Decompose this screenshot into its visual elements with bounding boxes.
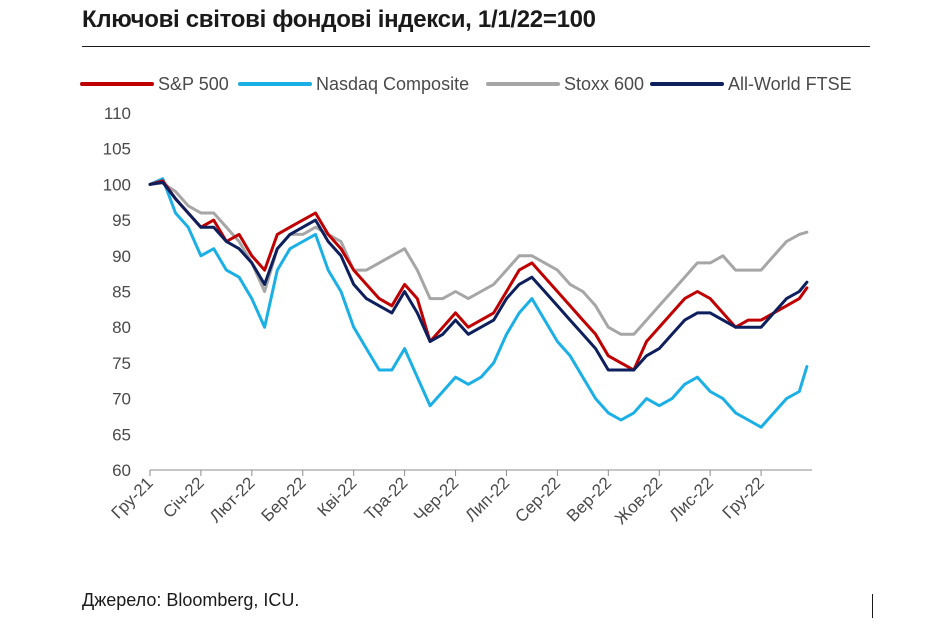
source-note: Джерело: Bloomberg, ICU. <box>82 590 300 610</box>
y-tick-label-110: 110 <box>104 104 131 123</box>
series-line-stoxx-600 <box>148 181 809 336</box>
y-tick-label-85: 85 <box>112 283 131 302</box>
x-tick-label-5: Тра-22 <box>361 473 412 524</box>
series-line-nasdaq-composite <box>148 177 809 429</box>
x-tick-label-2: Лют-22 <box>206 473 259 526</box>
x-tick-label-4: Кві-22 <box>314 473 361 520</box>
legend-label-stoxx-600: Stoxx 600 <box>564 74 644 94</box>
x-tick-label-10: Жов-22 <box>611 473 666 528</box>
y-tick-label-95: 95 <box>112 211 131 230</box>
legend-label-s-p-500: S&P 500 <box>158 74 229 94</box>
x-tick-label-8: Сер-22 <box>511 473 564 526</box>
y-tick-label-105: 105 <box>103 140 131 159</box>
title-rule <box>82 46 870 47</box>
x-tick-label-12: Гру-22 <box>719 473 768 522</box>
y-tick-label-75: 75 <box>112 354 131 373</box>
corner-mark <box>872 594 873 618</box>
y-tick-label-90: 90 <box>112 247 131 266</box>
line-chart: S&P 500 Nasdaq Composite Stoxx 600 All-Worl… <box>80 74 852 528</box>
y-tick-label-80: 80 <box>112 318 131 337</box>
x-tick-label-7: Лип-22 <box>461 473 513 525</box>
series-line-all-world-ftse <box>148 180 809 372</box>
y-tick-label-100: 100 <box>103 175 131 194</box>
x-tick-label-6: Чер-22 <box>410 473 462 525</box>
x-tick-label-11: Лис-22 <box>666 473 717 524</box>
x-tick-label-3: Бер-22 <box>258 473 310 525</box>
chart-title: Ключові світові фондові індекси, 1/1/22=… <box>82 6 596 33</box>
x-tick-label-0: Гру-21 <box>108 473 157 522</box>
y-tick-label-60: 60 <box>112 461 131 480</box>
legend-label-all-world-ftse: All-World FTSE <box>728 74 852 94</box>
legend-label-nasdaq-composite: Nasdaq Composite <box>316 74 469 94</box>
y-tick-label-65: 65 <box>112 425 131 444</box>
x-tick-label-9: Вер-22 <box>563 473 615 525</box>
x-tick-label-1: Січ-22 <box>159 473 207 521</box>
legend: S&P 500 Nasdaq Composite Stoxx 600 All-Worl… <box>80 74 852 94</box>
y-tick-label-70: 70 <box>112 390 131 409</box>
plot-area <box>148 177 809 429</box>
y-axis: 60 65 70 75 80 85 90 95 100 105 110 <box>103 104 131 480</box>
series-line-s-p-500 <box>148 179 809 372</box>
